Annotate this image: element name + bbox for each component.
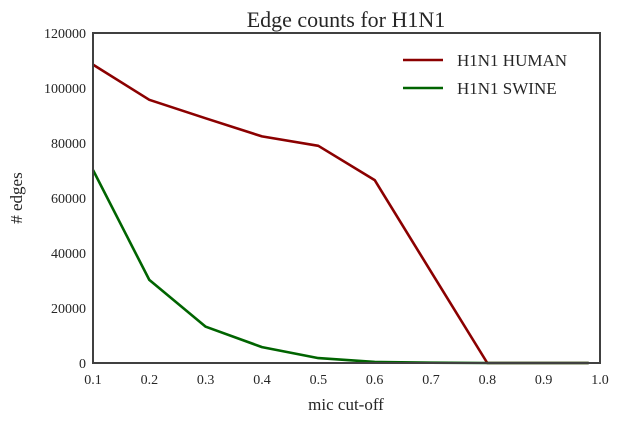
y-tick-label: 0 [79,357,86,372]
y-axis-label: # edges [7,172,26,223]
x-tick-label: 0.7 [422,373,440,388]
y-tick-label: 40000 [51,247,86,262]
x-tick-label: 0.4 [253,373,271,388]
plot-frame [92,32,601,364]
x-tick-label: 0.1 [84,373,102,388]
y-axis-ticks: 0 20000 40000 60000 80000 100000 120000 [44,27,86,372]
series-line-h1n1-swine [91,169,589,365]
y-tick-label: 100000 [44,82,86,97]
legend-label: H1N1 SWINE [457,79,557,98]
x-axis-label: mic cut-off [308,395,384,414]
x-axis-ticks: 0.1 0.2 0.3 0.4 0.5 0.6 0.7 0.8 0.9 1.0 [84,373,609,388]
x-tick-label: 0.6 [366,373,384,388]
series-lines [91,63,589,365]
chart-title: Edge counts for H1N1 [247,7,446,32]
x-tick-label: 0.3 [197,373,215,388]
x-tick-label: 0.8 [479,373,497,388]
x-tick-label: 0.9 [535,373,553,388]
y-tick-label: 120000 [44,27,86,42]
y-tick-label: 80000 [51,137,86,152]
x-tick-label: 1.0 [591,373,609,388]
y-tick-label: 20000 [51,302,86,317]
legend-label: H1N1 HUMAN [457,51,567,70]
legend: H1N1 HUMAN H1N1 SWINE [403,51,567,98]
series-line-h1n1-human [92,63,589,365]
y-tick-label: 60000 [51,192,86,207]
x-tick-label: 0.5 [310,373,328,388]
x-tick-label: 0.2 [141,373,159,388]
